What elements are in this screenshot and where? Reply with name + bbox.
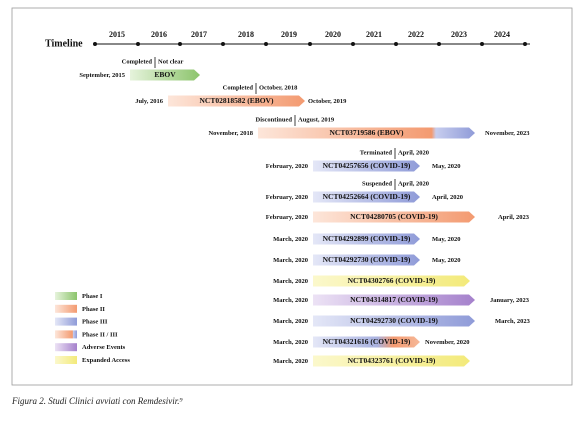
status: Terminated (360, 149, 393, 156)
legend-label: Phase II / III (82, 331, 118, 338)
status-date: April, 2020 (398, 149, 429, 156)
year-label: 2016 (151, 30, 167, 39)
start-date: February, 2020 (266, 194, 308, 201)
year-label: 2022 (408, 30, 424, 39)
legend-swatch (55, 292, 77, 300)
axis-dot (523, 42, 527, 46)
legend-label: Expanded Access (82, 357, 130, 364)
year-label: 2018 (238, 30, 254, 39)
year-label: 2024 (494, 30, 510, 39)
start-date: March, 2020 (273, 339, 308, 346)
legend-swatch (55, 343, 77, 352)
end-date: April, 2023 (498, 214, 530, 221)
trial-bar (313, 336, 420, 348)
trial-name: NCT04323761 (COVID-19) (348, 356, 436, 365)
end-date: March, 2023 (495, 318, 531, 325)
trial-bar (313, 160, 420, 172)
axis-dot (221, 42, 225, 46)
axis-dot (93, 42, 97, 46)
year-label: 2019 (281, 30, 297, 39)
trial-name: NCT04257656 (COVID-19) (323, 161, 411, 170)
year-label: 2017 (191, 30, 207, 39)
trial-name: NCT04252664 (COVID-19) (323, 192, 411, 201)
trial-bar (313, 294, 475, 306)
status: Completed (122, 58, 153, 65)
end-date: January, 2023 (490, 297, 530, 304)
start-date: March, 2020 (273, 318, 308, 325)
year-label: 2023 (451, 30, 467, 39)
start-date: February, 2020 (266, 214, 308, 221)
status-date: April, 2020 (398, 180, 429, 187)
end-date: May, 2020 (432, 163, 461, 170)
trial-bar (313, 211, 475, 223)
legend-label: Phase I (82, 293, 103, 300)
trial-bar (258, 127, 475, 139)
trial-name: NCT04280705 (COVID-19) (350, 212, 438, 221)
legend-label: Phase III (82, 319, 108, 326)
start-date: March, 2020 (273, 297, 308, 304)
axis-dot (351, 42, 355, 46)
year-label: 2020 (325, 30, 341, 39)
end-date: April, 2020 (432, 194, 463, 201)
axis-dot (394, 42, 398, 46)
status-date: Not clear (158, 58, 184, 65)
legend-label: Adverse Events (82, 344, 126, 351)
end-date: October, 2019 (308, 98, 347, 105)
trial-bar (313, 355, 470, 367)
axis-dot (178, 42, 182, 46)
trial-name: NCT04302766 (COVID-19) (348, 276, 436, 285)
trial-bar (130, 69, 200, 81)
trial-name: NCT04292899 (COVID-19) (323, 234, 411, 243)
status: Suspended (362, 180, 392, 187)
status-date: August, 2019 (298, 116, 335, 123)
trial-bar (313, 315, 475, 327)
start-date: March, 2020 (273, 278, 308, 285)
axis-dot (480, 42, 484, 46)
trial-bar (313, 275, 470, 287)
caption: Figura 2. Studi Clinici avviati con Remd… (12, 396, 183, 406)
axis-dot (264, 42, 268, 46)
year-label: 2021 (366, 30, 382, 39)
start-date: July, 2016 (135, 98, 164, 105)
trial-name: EBOV (154, 70, 176, 79)
trial-name: NCT02818582 (EBOV) (200, 96, 274, 105)
start-date: November, 2018 (208, 130, 253, 137)
start-date: March, 2020 (273, 236, 308, 243)
status-date: October, 2018 (259, 84, 298, 91)
axis-dot (437, 42, 441, 46)
legend-label: Phase II (82, 306, 105, 313)
trial-name: NCT03719586 (EBOV) (330, 128, 404, 137)
end-date: November, 2023 (485, 130, 530, 137)
trial-bar (313, 233, 420, 245)
trial-bar (168, 95, 305, 107)
year-label: 2015 (109, 30, 125, 39)
axis-dot (308, 42, 312, 46)
trial-bar (313, 191, 420, 203)
end-date: May, 2020 (432, 236, 461, 243)
trial-name: NCT04292730 (COVID-19) (350, 316, 438, 325)
trial-bar (313, 254, 420, 266)
trial-name: NCT04292730 (COVID-19) (323, 255, 411, 264)
end-date: November, 2020 (425, 339, 470, 346)
start-date: March, 2020 (273, 257, 308, 264)
status: Discontinued (256, 116, 293, 123)
timeline-label: Timeline (45, 38, 83, 49)
legend-swatch (55, 330, 77, 339)
legend-swatch (55, 304, 77, 313)
legend-swatch (55, 317, 77, 326)
start-date: March, 2020 (273, 358, 308, 365)
axis-dot (136, 42, 140, 46)
end-date: May, 2020 (432, 257, 461, 264)
trial-name: NCT04314817 (COVID-19) (350, 295, 438, 304)
start-date: February, 2020 (266, 163, 308, 170)
frame (11, 7, 573, 386)
status: Completed (223, 84, 254, 91)
legend-swatch (55, 356, 77, 364)
start-date: September, 2015 (79, 72, 125, 79)
trial-name: NCT04321616 (COVID-19) (323, 337, 411, 346)
